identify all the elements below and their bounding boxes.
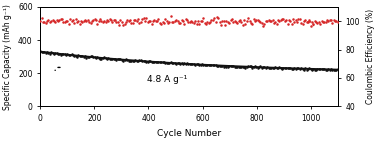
X-axis label: Cycle Number: Cycle Number (157, 129, 221, 137)
Y-axis label: Specific Capacity (mAh g⁻¹): Specific Capacity (mAh g⁻¹) (3, 4, 12, 110)
Text: 4.8 A g⁻¹: 4.8 A g⁻¹ (147, 75, 187, 84)
Y-axis label: Coulombic Efficiency (%): Coulombic Efficiency (%) (366, 9, 375, 104)
